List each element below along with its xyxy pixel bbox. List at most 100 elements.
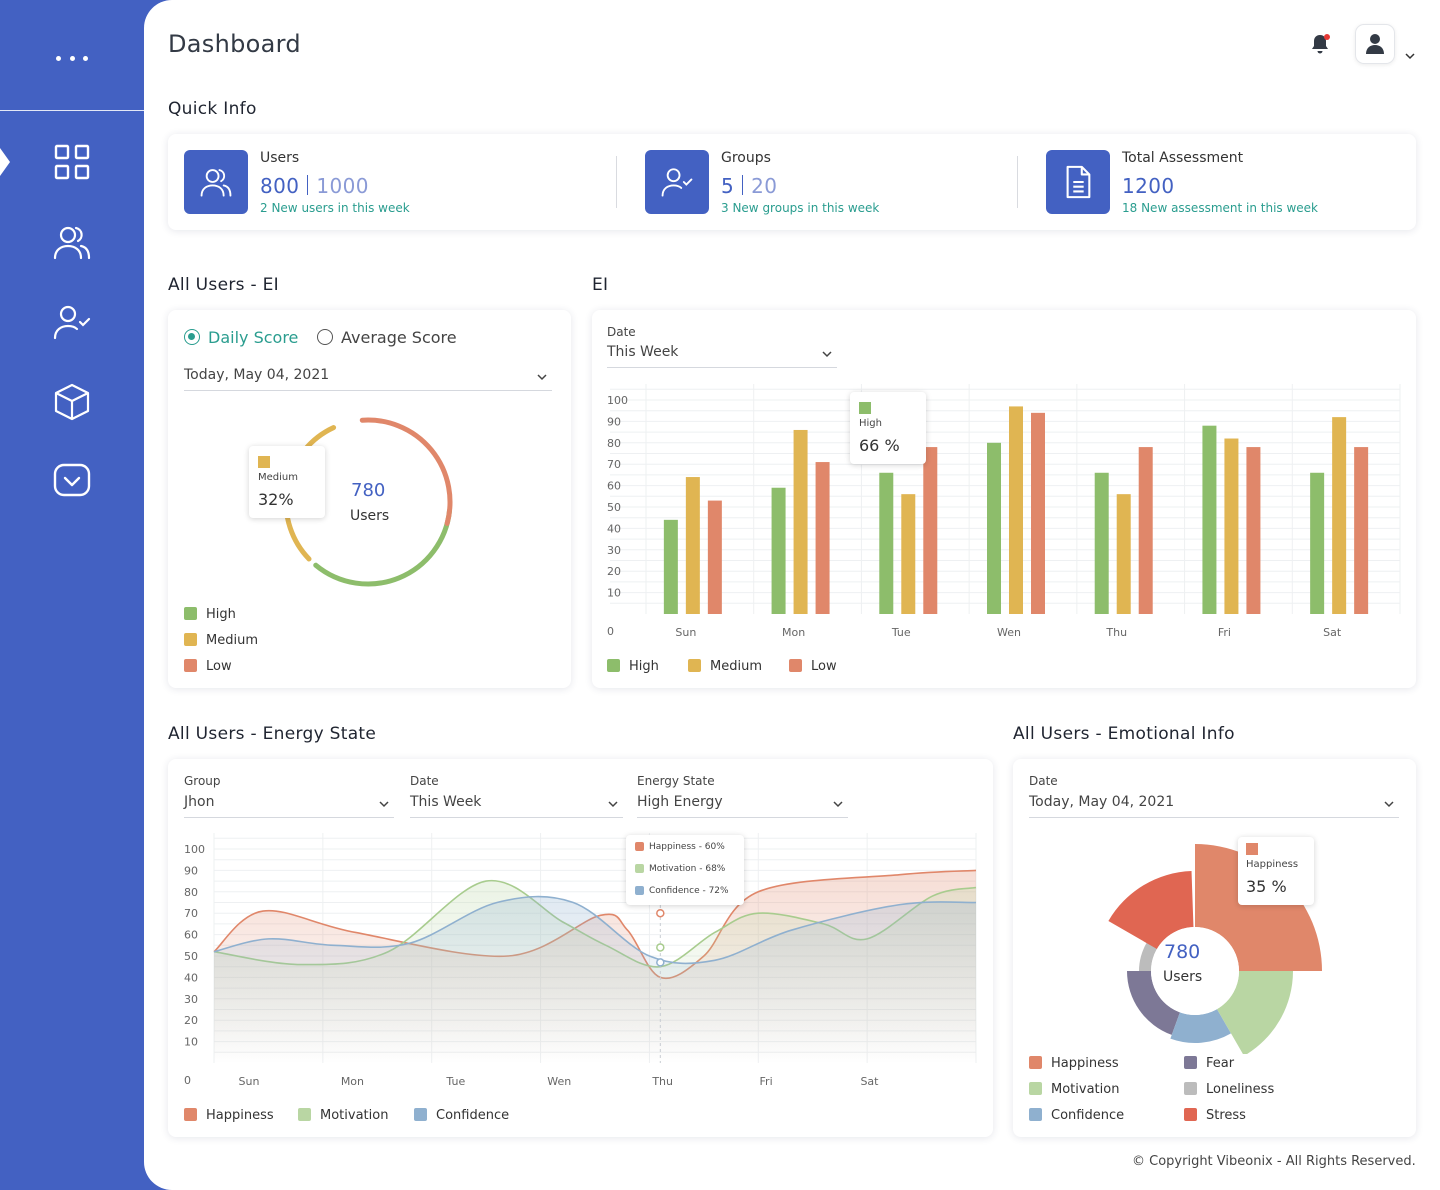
energy-date-select[interactable]: This Week [410,794,623,818]
ei-chart-card: Date This Week 10 20 30 40 50 60 70 80 90 100 0 Sun… [592,310,1416,688]
bar-medium-sun [685,477,700,614]
cube-icon[interactable] [52,382,92,422]
page-title: Dashboard [168,30,301,58]
y-tick-label: 70 [184,907,198,920]
x-tick-label: Thu [651,1075,673,1088]
x-tick-label: Sat [860,1075,879,1088]
active-indicator [0,148,10,176]
notification-bell-icon[interactable] [1308,32,1332,56]
ei-date-select[interactable]: Today, May 04, 2021 [184,367,552,391]
legend-medium: Medium [184,633,258,648]
bar-medium-wen [1009,406,1023,614]
emotional-rose-chart [1108,844,1322,1054]
average-score-radio[interactable]: Average Score [317,328,457,347]
energy-tooltip: Happiness - 60% Motivation - 68% Confide… [626,835,744,905]
quick-info-card: Users 800 1000 2 New users in this week G… [168,134,1416,230]
assessment-tile-icon [1046,150,1110,214]
user-check-icon[interactable] [52,302,92,342]
tooltip-label: Happiness [1246,859,1299,870]
rose-center-hole [1151,927,1239,1015]
y-tick-label: 100 [184,843,205,856]
y-tick-label: 30 [184,993,198,1006]
energy-state-card: Group Jhon Date This Week Energy State H… [168,759,993,1137]
legend-high: High [184,607,236,622]
y-tick-label: 90 [607,415,621,428]
chevron-down-icon [379,801,389,808]
group-select[interactable]: Jhon [184,794,394,818]
tooltip-line-motivation: Motivation - 68% [649,864,726,874]
users-note: 2 New users in this week [260,201,410,215]
bar-low-sun [707,500,722,614]
chevron-down-icon[interactable] [1404,50,1416,62]
x-tick-label: Tue [891,626,911,639]
groups-note: 3 New groups in this week [721,201,880,215]
rose-slice-happiness [1195,844,1322,971]
x-tick-label: Thu [1105,626,1127,639]
chevron-down-icon [537,374,547,381]
assessment-label: Total Assessment [1122,150,1244,166]
ei-date-label: Date [607,325,636,339]
user-avatar-button[interactable] [1355,24,1395,64]
hover-marker-happiness [656,908,665,918]
x-tick-label: Fri [760,1075,773,1088]
bar-medium-mon [793,429,808,614]
y-tick-label: 60 [184,929,198,942]
legend-medium: Medium [688,659,762,674]
ei-chart-date-select[interactable]: This Week [607,344,837,368]
tooltip-value: 32% [258,490,294,509]
main-panel: Dashboard Quick Info Users 800 1000 2 New… [144,0,1440,1190]
rose-slice-stress [1108,871,1194,949]
area-confidence [214,896,976,1063]
emotional-tooltip: Happiness 35 % [1238,837,1314,905]
energy-state-select[interactable]: High Energy [637,794,848,818]
user-profile-icon [1366,34,1384,54]
assessment-note: 18 New assessment in this week [1122,201,1319,215]
ei-donut-tooltip: Medium 32% [249,446,325,518]
rose-slice-fear [1127,971,1180,1035]
emotional-center-value: 780 [1164,941,1201,963]
chevron-down-icon [1384,801,1394,808]
legend-stress: Stress [1184,1108,1246,1123]
donut-slice-high [313,508,453,587]
legend-motivation: Motivation [1029,1082,1119,1097]
emotional-date-select[interactable]: Today, May 04, 2021 [1029,794,1399,818]
ei-bar-chart: 10 20 30 40 50 60 70 80 90 100 0 Sun Mon Tue Wen Thu Fri… [607,384,1401,639]
emotional-date-label: Date [1029,774,1058,788]
energy-area-chart: 10 20 30 40 50 60 70 80 90 100 0 Sun Mon Tue Wen Thu Fri… [184,833,977,1088]
tooltip-value: 66 % [859,436,900,455]
energy-date-label: Date [410,774,439,788]
line-happiness [213,869,977,980]
legend-happiness: Happiness [1029,1056,1119,1071]
bar-high-sun [663,519,678,614]
y-tick-label: 0 [607,625,614,638]
bar-chart-grid [610,384,1401,614]
bar-low-sat [1354,447,1369,614]
legend-confidence: Confidence [1029,1108,1124,1123]
bar-medium-thu [1116,494,1131,614]
x-tick-label: Sat [1323,626,1342,639]
energy-state-label: Energy State [637,774,715,788]
groups-tile-icon [645,150,709,214]
energy-state-value: High Energy [637,794,723,810]
x-tick-label: Fri [1218,626,1231,639]
daily-score-radio[interactable]: Daily Score [184,328,298,347]
users-label: Users [260,150,300,166]
bar-high-wen [987,442,1001,614]
ei-center-label: Users [350,508,390,524]
dashboard-grid-icon[interactable] [52,142,92,182]
legend-motivation: Motivation [298,1108,388,1123]
legend-happiness: Happiness [184,1108,274,1123]
line-confidence [213,895,977,965]
legend-loneliness: Loneliness [1184,1082,1274,1097]
chevron-down-icon [608,801,618,808]
y-tick-label: 40 [607,522,621,535]
users-icon[interactable] [52,222,92,262]
users-count: 800 1000 [260,174,369,198]
tooltip-line-happiness: Happiness - 60% [649,842,725,852]
rose-slice-motivation [1217,971,1293,1054]
bar-low-thu [1138,447,1153,614]
assessment-count: 1200 [1122,174,1175,198]
y-tick-label: 50 [184,950,198,963]
inbox-icon[interactable] [52,460,92,500]
more-menu-icon[interactable] [56,50,88,66]
